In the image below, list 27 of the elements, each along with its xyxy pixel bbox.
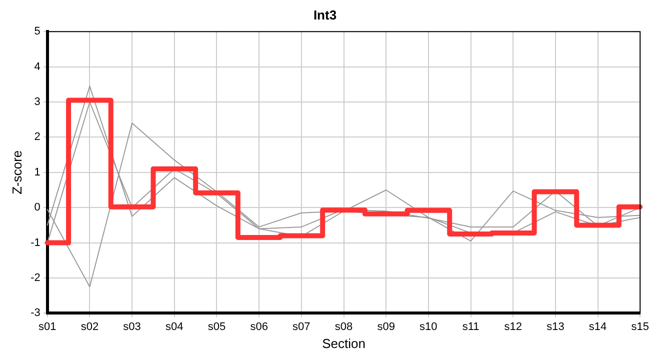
x-tick-label: s07 (292, 320, 310, 333)
x-tick-label: s06 (250, 320, 268, 333)
x-tick-label: s02 (80, 320, 99, 333)
y-tick-label: 0 (34, 202, 40, 214)
y-tick-label: 2 (34, 131, 40, 144)
x-tick-label: s03 (123, 320, 141, 333)
y-tick-label: -3 (30, 307, 40, 320)
y-tick-label: -1 (30, 236, 40, 249)
y-axis-title: Z-score (9, 150, 24, 194)
y-tick-label: 3 (34, 96, 40, 108)
x-tick-label: s13 (546, 320, 564, 333)
x-tick-label: s09 (377, 320, 395, 333)
y-tick-label: 1 (34, 166, 40, 178)
y-tick-label: -2 (30, 272, 40, 284)
x-tick-label: s05 (208, 320, 226, 333)
x-tick-label: s11 (462, 320, 480, 333)
x-tick-label: s14 (588, 320, 607, 333)
x-tick-label: s15 (631, 320, 650, 333)
y-tick-label: 4 (34, 60, 40, 73)
chart-title: Int3 (313, 7, 337, 22)
x-tick-label: s01 (38, 320, 56, 333)
x-tick-label: s10 (420, 320, 438, 333)
x-axis-title: Section (322, 336, 366, 351)
y-tick-label: 5 (34, 26, 40, 38)
x-tick-label: s12 (504, 320, 522, 333)
x-tick-label: s08 (334, 320, 353, 333)
x-tick-label: s04 (166, 320, 184, 333)
